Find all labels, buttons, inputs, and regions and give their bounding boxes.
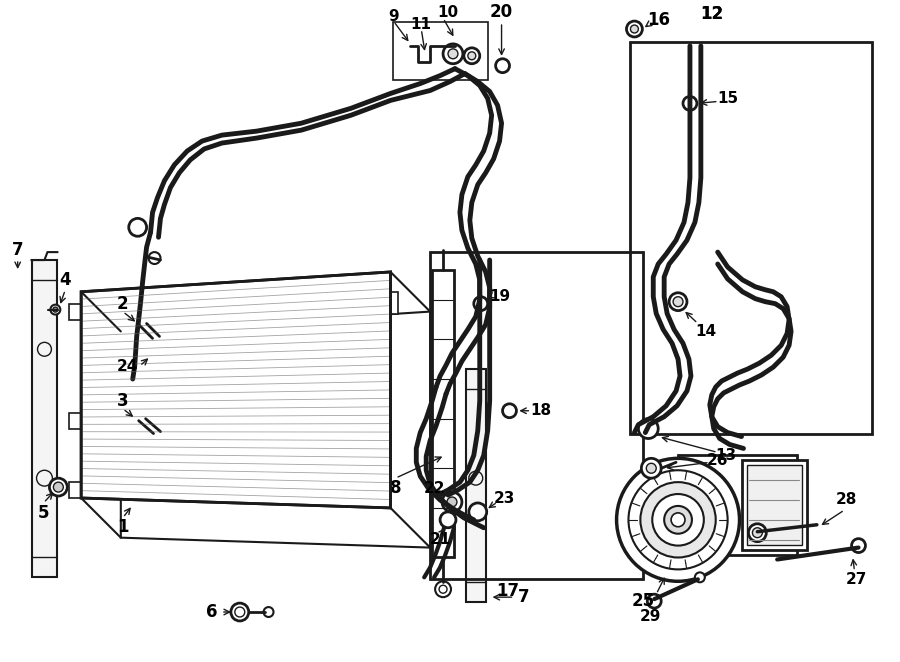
Circle shape bbox=[447, 497, 457, 507]
Circle shape bbox=[671, 513, 685, 527]
Circle shape bbox=[448, 49, 458, 59]
Circle shape bbox=[502, 404, 517, 418]
Text: 5: 5 bbox=[38, 504, 50, 522]
Text: 8: 8 bbox=[390, 479, 401, 497]
Polygon shape bbox=[81, 272, 391, 508]
Circle shape bbox=[148, 252, 160, 264]
Text: 11: 11 bbox=[410, 17, 432, 32]
Circle shape bbox=[669, 293, 687, 310]
Circle shape bbox=[53, 307, 58, 312]
Bar bbox=[32, 260, 58, 577]
Circle shape bbox=[496, 59, 509, 73]
Text: 17: 17 bbox=[496, 582, 519, 600]
Circle shape bbox=[673, 297, 683, 307]
Bar bbox=[466, 369, 486, 602]
Text: 10: 10 bbox=[437, 5, 459, 20]
Text: 12: 12 bbox=[700, 5, 724, 23]
Circle shape bbox=[642, 458, 662, 478]
Circle shape bbox=[695, 573, 705, 583]
Circle shape bbox=[439, 585, 447, 593]
Circle shape bbox=[683, 97, 697, 111]
Bar bbox=[432, 270, 454, 557]
Text: 26: 26 bbox=[707, 453, 728, 468]
Circle shape bbox=[50, 305, 60, 314]
Circle shape bbox=[652, 494, 704, 545]
Text: 2: 2 bbox=[117, 295, 129, 312]
Circle shape bbox=[631, 25, 638, 33]
Circle shape bbox=[616, 458, 740, 581]
Text: 25: 25 bbox=[632, 592, 655, 610]
Text: 23: 23 bbox=[494, 491, 515, 506]
Bar bbox=[382, 292, 399, 314]
Text: 15: 15 bbox=[717, 91, 738, 106]
Circle shape bbox=[435, 581, 451, 597]
Circle shape bbox=[664, 506, 692, 534]
Text: 16: 16 bbox=[647, 11, 670, 29]
Circle shape bbox=[443, 44, 463, 64]
Circle shape bbox=[442, 492, 462, 512]
Circle shape bbox=[231, 603, 248, 621]
Bar bbox=[69, 412, 81, 428]
Circle shape bbox=[53, 482, 63, 492]
Text: 29: 29 bbox=[640, 610, 661, 624]
Text: 7: 7 bbox=[518, 588, 529, 606]
Circle shape bbox=[646, 463, 656, 473]
Text: 7: 7 bbox=[12, 241, 23, 259]
Circle shape bbox=[440, 512, 456, 528]
Bar bbox=[742, 460, 807, 549]
Circle shape bbox=[626, 21, 643, 37]
Text: 9: 9 bbox=[388, 9, 399, 24]
Text: 14: 14 bbox=[695, 324, 716, 339]
Text: 19: 19 bbox=[489, 289, 510, 305]
Circle shape bbox=[752, 528, 762, 538]
Text: 1: 1 bbox=[117, 518, 129, 536]
Bar bbox=[678, 455, 797, 555]
Circle shape bbox=[235, 607, 245, 617]
Circle shape bbox=[469, 503, 487, 521]
Bar bbox=[631, 42, 872, 434]
Bar bbox=[393, 22, 488, 79]
Circle shape bbox=[851, 539, 866, 553]
Text: 24: 24 bbox=[117, 359, 139, 373]
Text: 27: 27 bbox=[846, 572, 868, 587]
Text: 12: 12 bbox=[700, 5, 724, 23]
Text: 13: 13 bbox=[716, 448, 736, 463]
Circle shape bbox=[464, 48, 480, 64]
Text: 21: 21 bbox=[429, 532, 451, 547]
Circle shape bbox=[638, 418, 658, 438]
Circle shape bbox=[50, 478, 68, 496]
Text: 22: 22 bbox=[423, 481, 445, 496]
Circle shape bbox=[264, 607, 274, 617]
Circle shape bbox=[473, 297, 488, 310]
Circle shape bbox=[129, 218, 147, 236]
Circle shape bbox=[468, 52, 476, 60]
Bar bbox=[69, 304, 81, 320]
Text: 4: 4 bbox=[59, 271, 71, 289]
Circle shape bbox=[647, 594, 662, 608]
Text: 20: 20 bbox=[490, 3, 513, 21]
Circle shape bbox=[749, 524, 766, 542]
Bar bbox=[748, 465, 802, 545]
Bar bbox=[430, 252, 644, 579]
Text: 28: 28 bbox=[836, 493, 858, 508]
Text: 18: 18 bbox=[531, 403, 552, 418]
Bar bbox=[69, 482, 81, 498]
Text: 6: 6 bbox=[206, 603, 218, 621]
Circle shape bbox=[641, 482, 716, 557]
Text: 3: 3 bbox=[117, 392, 129, 410]
